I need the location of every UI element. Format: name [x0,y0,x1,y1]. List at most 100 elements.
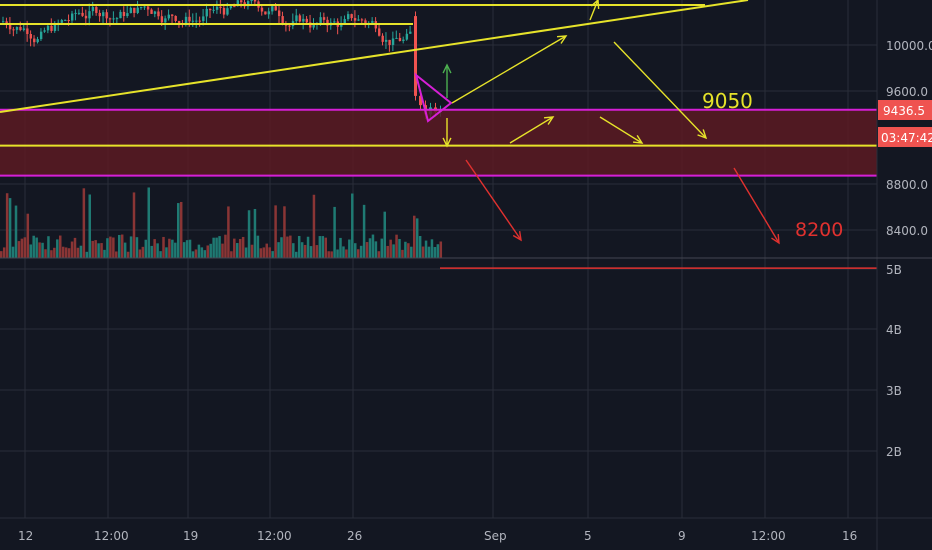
candle-body [322,17,326,20]
candle-body [15,26,19,30]
candle-body [353,18,357,21]
volume-bar [303,244,307,258]
arrow-bounce-up [509,116,554,144]
candle-body [150,9,153,14]
volume-tick: 3B [886,384,902,398]
volume-bar [280,237,283,258]
volume-bar [206,245,209,258]
candle-body [222,7,226,15]
volume-bar [8,198,12,258]
arrow-red-down-1 [465,159,522,241]
volume-bar [115,251,118,258]
candle-body [395,37,398,39]
candle-body [209,8,212,11]
volume-bar [23,237,27,258]
volume-bar [268,247,271,258]
candle-body [215,6,219,10]
volume-bar [88,194,91,258]
volume-bar [250,244,254,258]
arrow-up-breakout-head [556,35,568,44]
volume-bar [91,240,94,258]
volume-bar [354,243,357,258]
volume-bar [424,240,428,258]
time-axis[interactable]: 12 12:00 19 12:00 26 Sep 5 9 12:00 16 [18,529,857,543]
level-label-9050: 9050 [702,89,753,113]
candle-body [398,37,402,41]
volume-bar [389,239,392,258]
support-zone-fill [0,109,877,176]
volume-bar [212,237,215,258]
arrow-long-down [613,41,707,139]
volume-bar [70,241,74,258]
candle-body [50,25,53,31]
volume-bar [38,242,41,258]
volume-bar [224,234,227,258]
level-label-8200: 8200 [795,219,843,241]
volume-bar [241,236,245,258]
volume-bar [439,241,443,258]
volume-bar [265,243,268,258]
candle-body [360,19,364,21]
volume-bar [421,246,425,258]
candle-body [60,20,64,23]
candle-body [71,13,74,21]
candle-body [84,15,88,19]
candle-body [298,15,302,22]
time-tick: 12:00 [257,529,292,543]
volume-bar [20,238,24,258]
candle-body [153,11,157,14]
candle-body [167,14,170,19]
candle-body [64,20,67,22]
candle-body [67,20,70,22]
grid-lines [0,0,877,518]
candle-body [212,9,215,11]
arrow-bounce-down-head [632,135,644,144]
countdown-label: 03:47:42 [881,131,932,145]
volume-bar [404,241,407,258]
volume-bar [162,236,165,258]
volume-bar [407,243,410,258]
candle-body [288,25,291,27]
volume-bar [371,234,375,258]
price-axis[interactable]: 10000.0 9600.0 8800.0 8400.0 [886,39,932,238]
volume-bar [53,247,56,258]
candle-body [188,16,191,22]
countdown-badge-bg [878,127,932,147]
volume-bar [147,187,150,258]
volume-bar [153,239,156,258]
volume-bar [401,249,404,258]
rising-trendline [0,0,749,113]
volume-bar [112,237,115,258]
volume-bar [50,250,53,258]
volume-bar [32,235,35,258]
volume-bar [274,205,277,258]
candle-body [177,20,181,24]
candle-body [343,19,346,24]
price-tick: 8400.0 [886,224,928,238]
candle-body [39,31,43,40]
volume-bar [106,238,109,258]
candle-body [112,18,115,20]
volume-axis[interactable]: 5B 4B 3B 2B [886,263,902,459]
volume-bar [194,249,198,258]
candle-body [233,6,236,8]
volume-bar [345,249,348,258]
candle-body [236,0,239,7]
volume-bar [132,192,136,258]
candle-body [126,13,129,17]
arrow-small-up-head [442,63,452,74]
candle-body [19,26,22,30]
volume-bar [41,242,44,258]
candle-body [240,0,243,3]
candle-body [174,15,177,21]
candle-body [184,16,188,24]
volume-bar [430,239,434,258]
volume-bar [191,251,195,258]
volume-bar [218,236,221,258]
volume-bar [315,245,319,258]
volume-bar [359,245,363,258]
volume-bar [342,246,345,258]
candle-body [305,18,308,23]
